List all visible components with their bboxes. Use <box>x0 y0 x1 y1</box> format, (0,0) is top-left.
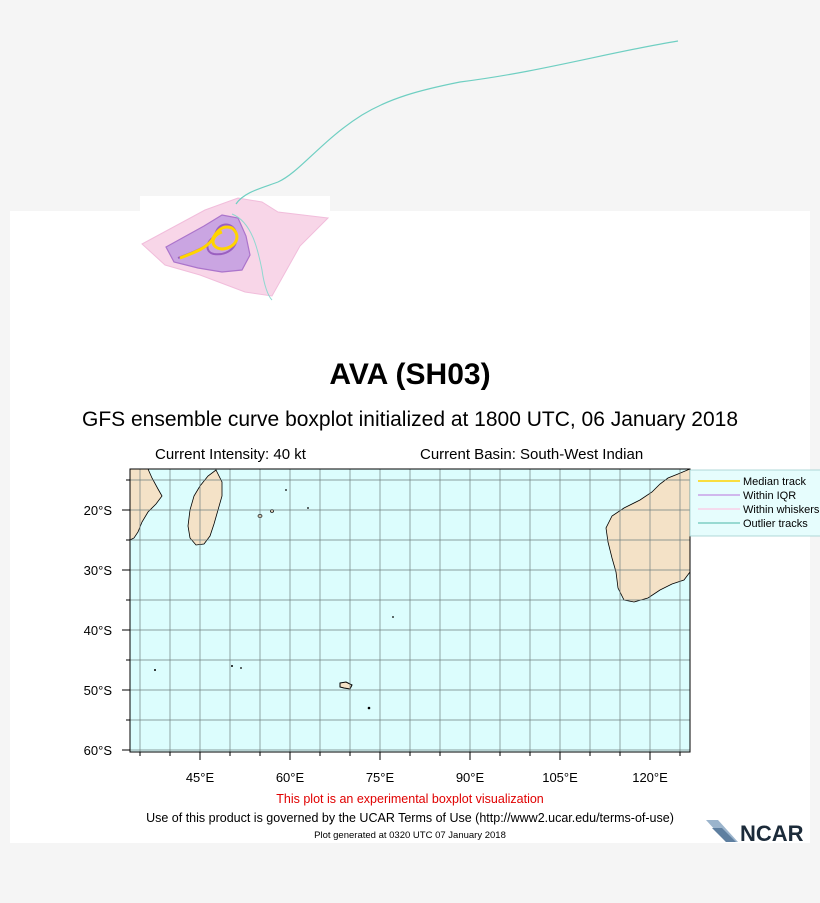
lon-label-90e: 90°E <box>456 770 485 785</box>
lon-label-75e: 75°E <box>366 770 395 785</box>
land-africa <box>130 469 163 541</box>
lon-label-60e: 60°E <box>276 770 305 785</box>
lat-label-50s: 50°S <box>84 683 113 698</box>
current-intensity: Current Intensity: 40 kt <box>155 446 306 463</box>
outlier-track-long <box>235 40 679 205</box>
median-track <box>179 225 239 260</box>
legend-iqr-label: Within IQR <box>743 490 796 502</box>
lon-label-45e: 45°E <box>186 770 215 785</box>
graticule <box>130 469 690 752</box>
legend-median-label: Median track <box>743 476 806 488</box>
land-madagascar <box>187 469 223 546</box>
island-prince-edward <box>154 669 156 671</box>
island-agalega <box>285 489 287 491</box>
lat-label-20s: 20°S <box>84 503 113 518</box>
island-amsterdam <box>392 616 394 618</box>
island-rodrigues <box>307 507 309 509</box>
storm-title: AVA (SH03) <box>329 358 491 391</box>
land-australia <box>605 469 690 603</box>
plot-subtitle: GFS ensemble curve boxplot initialized a… <box>81 408 739 431</box>
legend-outlier-label: Outlier tracks <box>743 518 808 530</box>
experimental-note: This plot is an experimental boxplot vis… <box>276 792 544 806</box>
generated-timestamp: Plot generated at 0320 UTC 07 January 20… <box>314 830 506 841</box>
island-crozet <box>231 665 233 667</box>
current-basin: Current Basin: South-West Indian <box>420 446 644 463</box>
lon-label-105e: 105°E <box>542 770 578 785</box>
legend: Median track Within IQR Within whiskers … <box>689 469 820 537</box>
ncar-logo-text: NCAR <box>740 821 804 846</box>
terms-of-use: Use of this product is governed by the U… <box>146 811 674 825</box>
axis-ticks <box>122 479 681 760</box>
outlier-track-east <box>231 213 273 301</box>
lat-label-30s: 30°S <box>84 563 113 578</box>
island-heard <box>367 706 371 710</box>
ncar-logo-mark-2 <box>712 828 736 842</box>
lon-label-120e: 120°E <box>632 770 668 785</box>
legend-whisker-label: Within whiskers <box>743 504 820 516</box>
lat-label-40s: 40°S <box>84 623 113 638</box>
island-crozet-east <box>240 667 242 669</box>
lat-label-60s: 60°S <box>84 743 113 758</box>
ncar-logo: NCAR <box>706 820 804 846</box>
